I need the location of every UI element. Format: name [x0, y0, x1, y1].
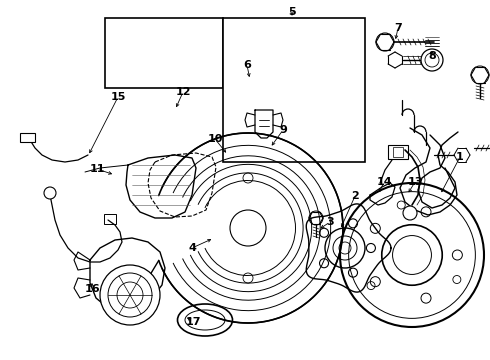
Bar [20, 133, 35, 142]
Circle shape [403, 206, 417, 220]
Text: 3: 3 [326, 217, 334, 227]
Bar [223, 18, 365, 162]
Text: 12: 12 [175, 87, 191, 97]
Text: 9: 9 [279, 125, 287, 135]
Circle shape [376, 33, 394, 51]
Text: 5: 5 [288, 7, 296, 17]
Text: 7: 7 [394, 23, 402, 33]
Text: 6: 6 [243, 60, 251, 70]
Text: 15: 15 [110, 92, 126, 102]
Text: 13: 13 [407, 177, 423, 187]
Circle shape [340, 183, 484, 327]
Text: 8: 8 [428, 51, 436, 61]
Text: 10: 10 [207, 134, 222, 144]
Text: 16: 16 [84, 284, 100, 294]
Text: 17: 17 [185, 317, 201, 327]
Circle shape [100, 265, 160, 325]
Bar [393, 147, 403, 157]
Bar [105, 18, 223, 88]
Text: 2: 2 [351, 191, 359, 201]
Text: 1: 1 [456, 152, 464, 162]
Text: 14: 14 [376, 177, 392, 187]
Circle shape [421, 49, 443, 71]
Circle shape [44, 187, 56, 199]
Text: 4: 4 [188, 243, 196, 253]
Bar [104, 214, 116, 224]
Bar [388, 145, 408, 159]
Text: 11: 11 [89, 164, 105, 174]
